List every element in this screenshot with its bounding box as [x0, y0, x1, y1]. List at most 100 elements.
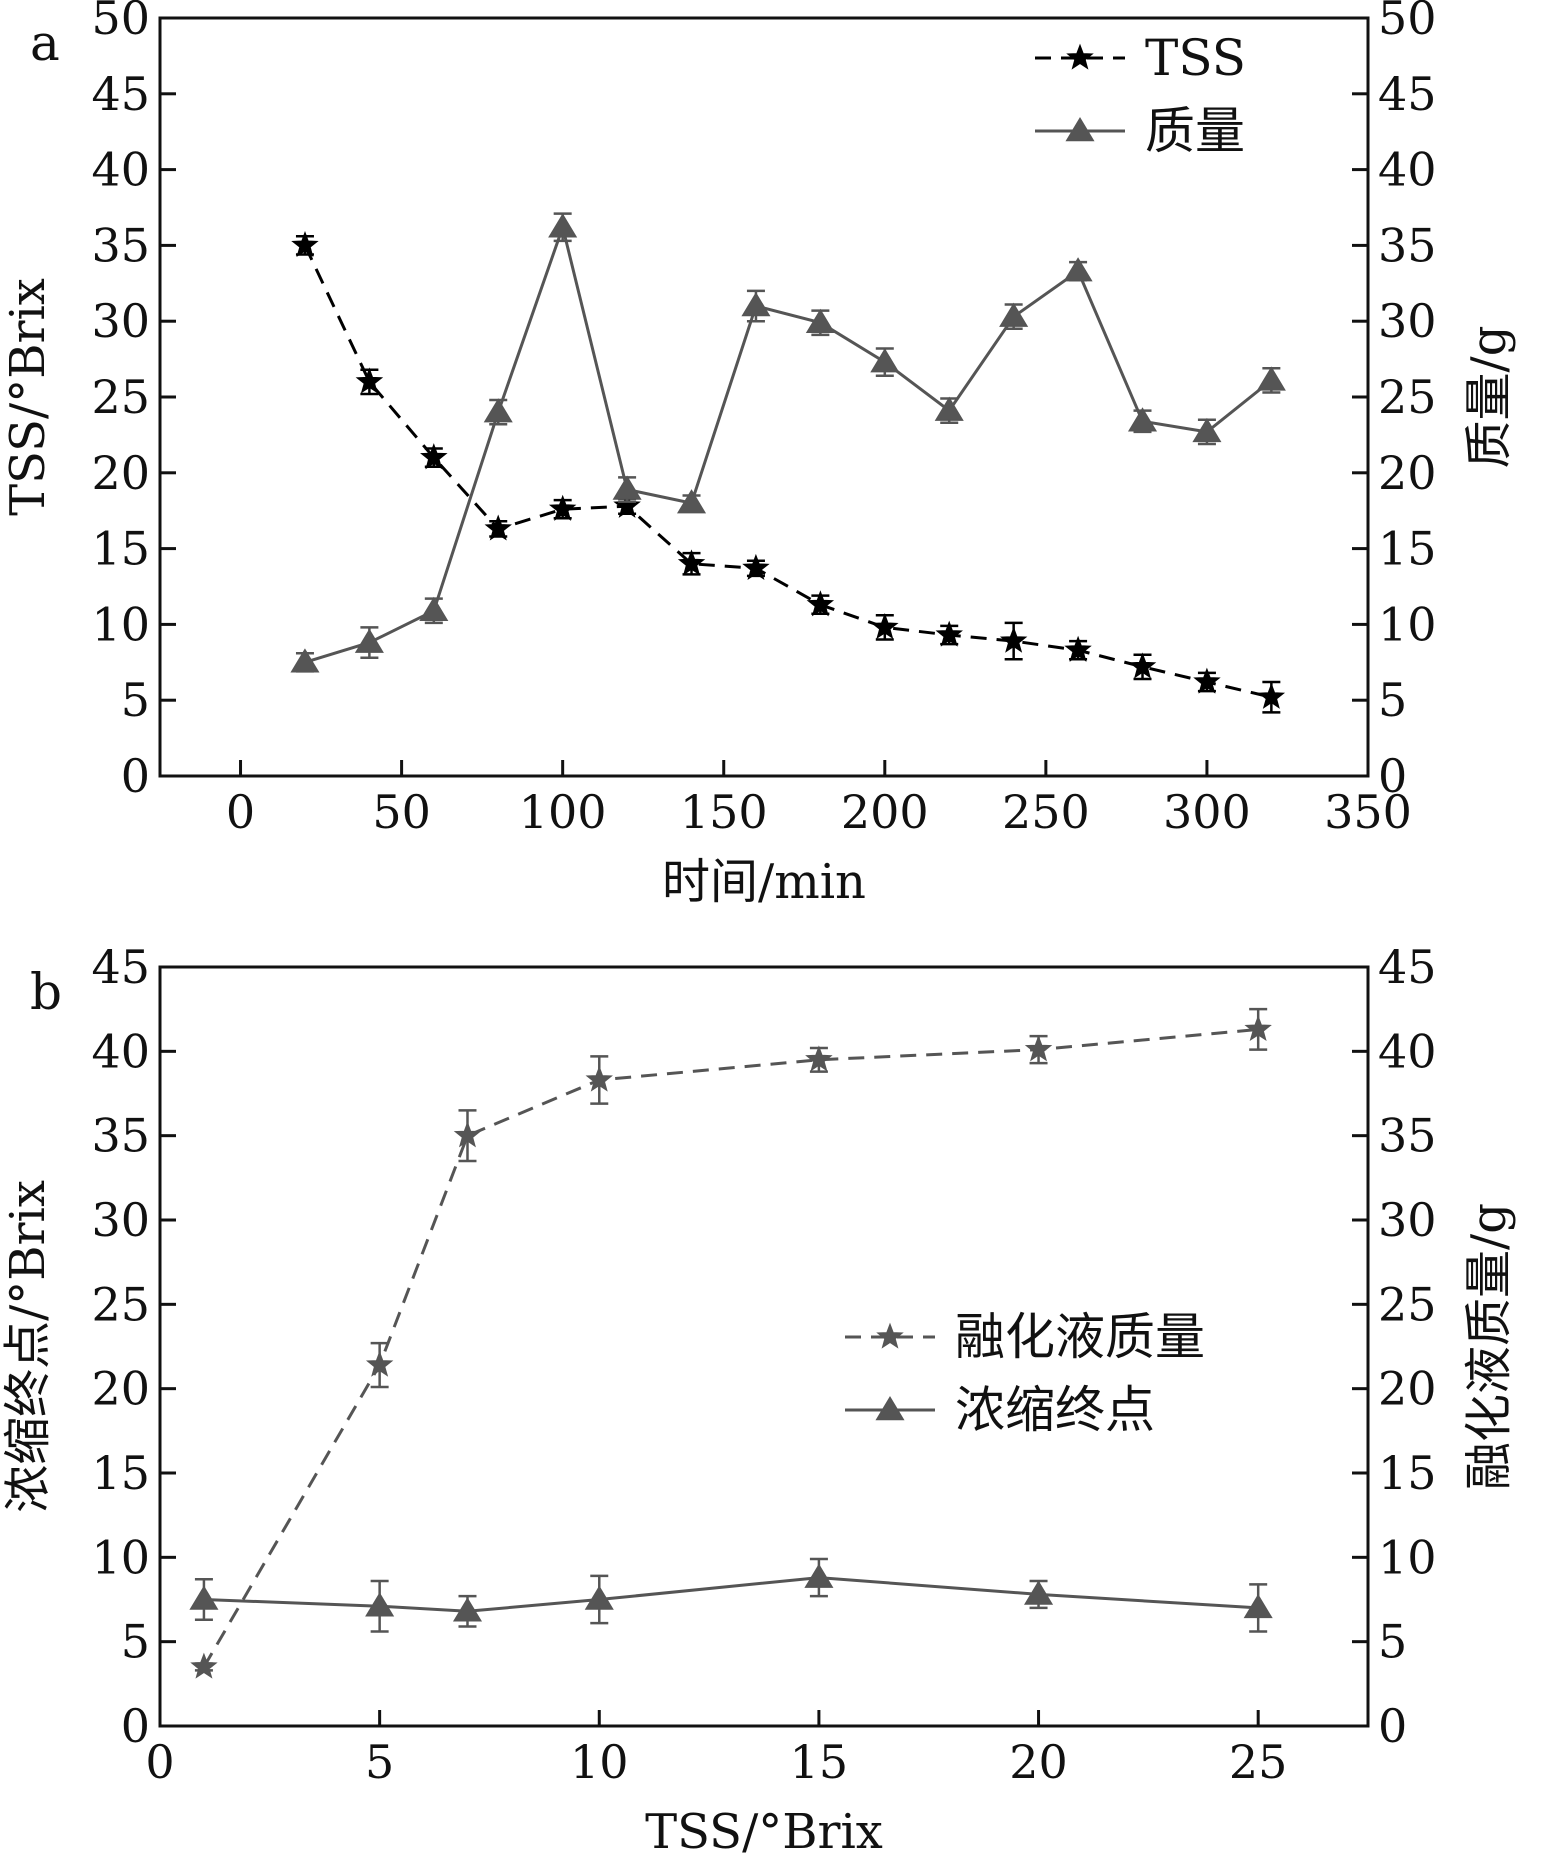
- data-point: [742, 553, 770, 580]
- data-point: [1128, 652, 1157, 679]
- data-point: [612, 475, 642, 500]
- plot-frame-b: [158, 965, 1370, 1728]
- y-tick-label-right: 0: [1378, 749, 1407, 803]
- data-point: [189, 1585, 219, 1610]
- data-point: [870, 348, 900, 373]
- x-tick-label: 5: [365, 1735, 394, 1789]
- data-point: [1024, 1035, 1053, 1062]
- y-tick-label-left: 40: [91, 143, 150, 197]
- data-point: [483, 398, 513, 423]
- x-tick-label: 10: [570, 1735, 629, 1789]
- series-line-0: [303, 244, 1272, 699]
- data-point: [1064, 635, 1092, 662]
- y-tick-label-right: 20: [1378, 1362, 1437, 1416]
- y-tick-label-left: 5: [121, 673, 150, 727]
- y-tick-label-left: 40: [91, 1024, 150, 1078]
- data-point: [190, 1652, 218, 1679]
- y-axis-title-left: TSS/°Brix: [0, 278, 56, 516]
- y-tick-label-left: 35: [91, 218, 150, 272]
- y-tick-label-right: 25: [1378, 1277, 1437, 1331]
- data-point: [1257, 682, 1286, 709]
- data-point: [484, 514, 512, 541]
- y-tick-label-left: 20: [91, 1362, 150, 1416]
- data-point: [1063, 257, 1093, 282]
- x-axis-title: TSS/°Brix: [645, 1804, 883, 1860]
- x-tick-label: 0: [145, 1735, 174, 1789]
- data-point: [290, 648, 320, 673]
- y-tick-label-right: 35: [1378, 218, 1437, 272]
- x-tick-label: 250: [1002, 785, 1090, 839]
- y-tick-label-right: 0: [1378, 1699, 1407, 1753]
- data-point: [584, 1585, 614, 1610]
- y-tick-label-right: 30: [1378, 1193, 1437, 1247]
- data-point: [548, 213, 578, 238]
- y-tick-label-right: 50: [1378, 0, 1437, 45]
- data-point: [1256, 366, 1286, 391]
- data-point: [613, 491, 641, 518]
- legend-marker-0: [1066, 43, 1094, 70]
- y-tick-label-left: 25: [91, 370, 150, 424]
- y-tick-label-left: 30: [91, 294, 150, 348]
- y-tick-label-right: 40: [1378, 143, 1437, 197]
- legend-label-0: 融化液质量: [955, 1308, 1205, 1366]
- legend-label-0: TSS: [1145, 29, 1246, 87]
- y-tick-label-left: 15: [91, 1446, 150, 1500]
- data-point: [676, 489, 707, 514]
- data-point: [804, 1563, 834, 1588]
- y-tick-label-left: 50: [91, 0, 150, 45]
- data-point: [585, 1065, 613, 1092]
- x-tick-label: 100: [519, 785, 607, 839]
- y-tick-label-left: 10: [91, 597, 150, 651]
- x-tick-label: 15: [790, 1735, 849, 1789]
- y-tick-label-left: 35: [91, 1109, 150, 1163]
- data-point: [806, 590, 835, 617]
- y-tick-label-left: 45: [91, 67, 150, 121]
- data-point: [999, 626, 1028, 653]
- y-tick-label-right: 25: [1378, 370, 1437, 424]
- y-tick-label-left: 45: [91, 940, 150, 994]
- y-tick-label-right: 10: [1378, 1530, 1437, 1584]
- series-line-1: [304, 221, 1273, 664]
- data-point: [999, 302, 1029, 327]
- y-tick-label-left: 10: [91, 1530, 150, 1584]
- x-tick-label: 20: [1009, 1735, 1068, 1789]
- data-point: [291, 230, 319, 258]
- x-tick-label: 350: [1324, 785, 1412, 839]
- data-point: [1243, 1593, 1273, 1619]
- y-tick-label-right: 20: [1378, 446, 1437, 500]
- y-tick-label-left: 30: [91, 1193, 150, 1247]
- data-point: [1193, 667, 1221, 694]
- data-point: [935, 620, 963, 647]
- x-tick-label: 150: [680, 785, 768, 839]
- data-point: [1244, 1014, 1272, 1042]
- data-point: [1024, 1580, 1054, 1605]
- panel-label-a: a: [30, 14, 60, 72]
- legend-label-1: 质量: [1145, 102, 1245, 160]
- y-tick-label-left: 20: [91, 446, 150, 500]
- legend-marker-0: [876, 1322, 904, 1349]
- series-line-1: [203, 1576, 1259, 1613]
- y-tick-label-right: 15: [1378, 1446, 1437, 1500]
- data-point: [1127, 407, 1158, 432]
- y-tick-label-right: 10: [1378, 597, 1437, 651]
- y-tick-label-left: 5: [121, 1615, 150, 1669]
- y-tick-label-right: 35: [1378, 1109, 1437, 1163]
- data-point: [548, 494, 577, 521]
- x-tick-label: 200: [841, 785, 929, 839]
- y-tick-label-right: 5: [1378, 673, 1407, 727]
- data-point: [871, 612, 899, 640]
- data-point: [452, 1597, 483, 1622]
- data-point: [934, 396, 964, 421]
- data-point: [355, 367, 384, 394]
- y-axis-title-right: 质量/g: [1461, 326, 1517, 469]
- legend-marker-1: [875, 1396, 905, 1421]
- y-tick-label-left: 15: [91, 522, 150, 576]
- x-tick-label: 25: [1229, 1735, 1288, 1789]
- y-tick-label-left: 0: [121, 749, 150, 803]
- data-point: [805, 308, 835, 333]
- data-point: [741, 292, 771, 317]
- panel-label-b: b: [30, 963, 62, 1021]
- y-tick-label-right: 45: [1378, 67, 1437, 121]
